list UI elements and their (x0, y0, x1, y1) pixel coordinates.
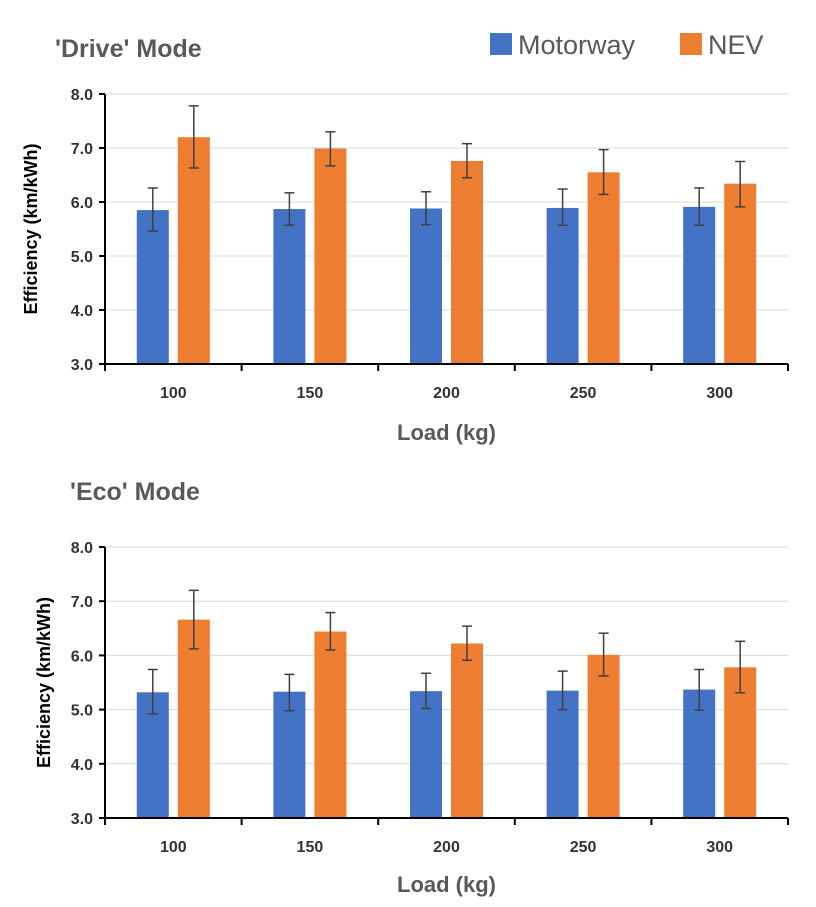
legend-swatch-nev (680, 33, 702, 55)
bar-motorway-150 (273, 209, 306, 364)
y-tick-label: 5.0 (71, 703, 93, 720)
x-tick-label: 250 (570, 839, 597, 856)
x-tick-label: 200 (433, 839, 460, 856)
bar-nev-100 (177, 619, 210, 818)
bar-motorway-300 (683, 689, 716, 818)
bar-nev-150 (314, 631, 347, 818)
chart-title: 'Eco' Mode (70, 478, 200, 506)
x-tick-label: 150 (297, 839, 324, 856)
x-tick-label: 100 (160, 385, 187, 402)
bar-motorway-200 (410, 691, 442, 818)
x-tick-label: 150 (297, 385, 324, 402)
x-tick-label: 100 (160, 839, 187, 856)
y-tick-label: 5.0 (71, 249, 93, 266)
bar-nev-250 (587, 172, 620, 364)
bar-nev-200 (451, 643, 483, 818)
y-tick-label: 6.0 (71, 648, 93, 665)
chart-eco-mode: 'Eco' Mode 3.0 4.0 5.0 6.0 7.0 8.0 100 150 200 250… (34, 478, 789, 897)
y-tick-label: 6.0 (71, 195, 93, 212)
x-tick-label: 250 (570, 385, 597, 402)
bar-nev-150 (314, 148, 347, 364)
y-axis-title: Efficiency (km/kWh) (34, 597, 54, 768)
y-tick-label: 3.0 (71, 357, 93, 374)
bar-nev-200 (451, 160, 483, 364)
y-tick-label: 4.0 (71, 757, 93, 774)
chart-drive-mode: 'Drive' Mode 3.0 4.0 5.0 6.0 7.0 8.0 100 150 200 2… (21, 35, 789, 445)
bar-nev-300 (724, 183, 757, 364)
bar-nev-100 (177, 137, 210, 364)
bar-motorway-100 (136, 210, 169, 364)
chart-title: 'Drive' Mode (55, 35, 202, 63)
y-axis-title: Efficiency (km/kWh) (21, 143, 41, 314)
legend: Motorway NEV (490, 30, 764, 60)
x-tick-label: 300 (706, 839, 733, 856)
legend-label-nev: NEV (708, 30, 764, 60)
x-axis-title: Load (kg) (397, 420, 496, 445)
bar-motorway-300 (683, 206, 716, 364)
x-axis-title: Load (kg) (397, 872, 496, 897)
bar-motorway-250 (546, 207, 579, 364)
y-tick-label: 8.0 (71, 87, 93, 104)
y-tick-label: 4.0 (71, 303, 93, 320)
y-tick-label: 7.0 (71, 141, 93, 158)
x-tick-label: 200 (433, 385, 460, 402)
y-tick-label: 8.0 (71, 540, 93, 557)
bar-motorway-200 (410, 208, 442, 364)
bar-motorway-250 (546, 690, 579, 818)
legend-swatch-motorway (490, 33, 512, 55)
y-tick-label: 7.0 (71, 594, 93, 611)
legend-label-motorway: Motorway (518, 30, 636, 60)
y-tick-label: 3.0 (71, 811, 93, 828)
bar-nev-250 (587, 654, 620, 818)
bar-motorway-150 (273, 691, 306, 818)
x-tick-label: 300 (706, 385, 733, 402)
